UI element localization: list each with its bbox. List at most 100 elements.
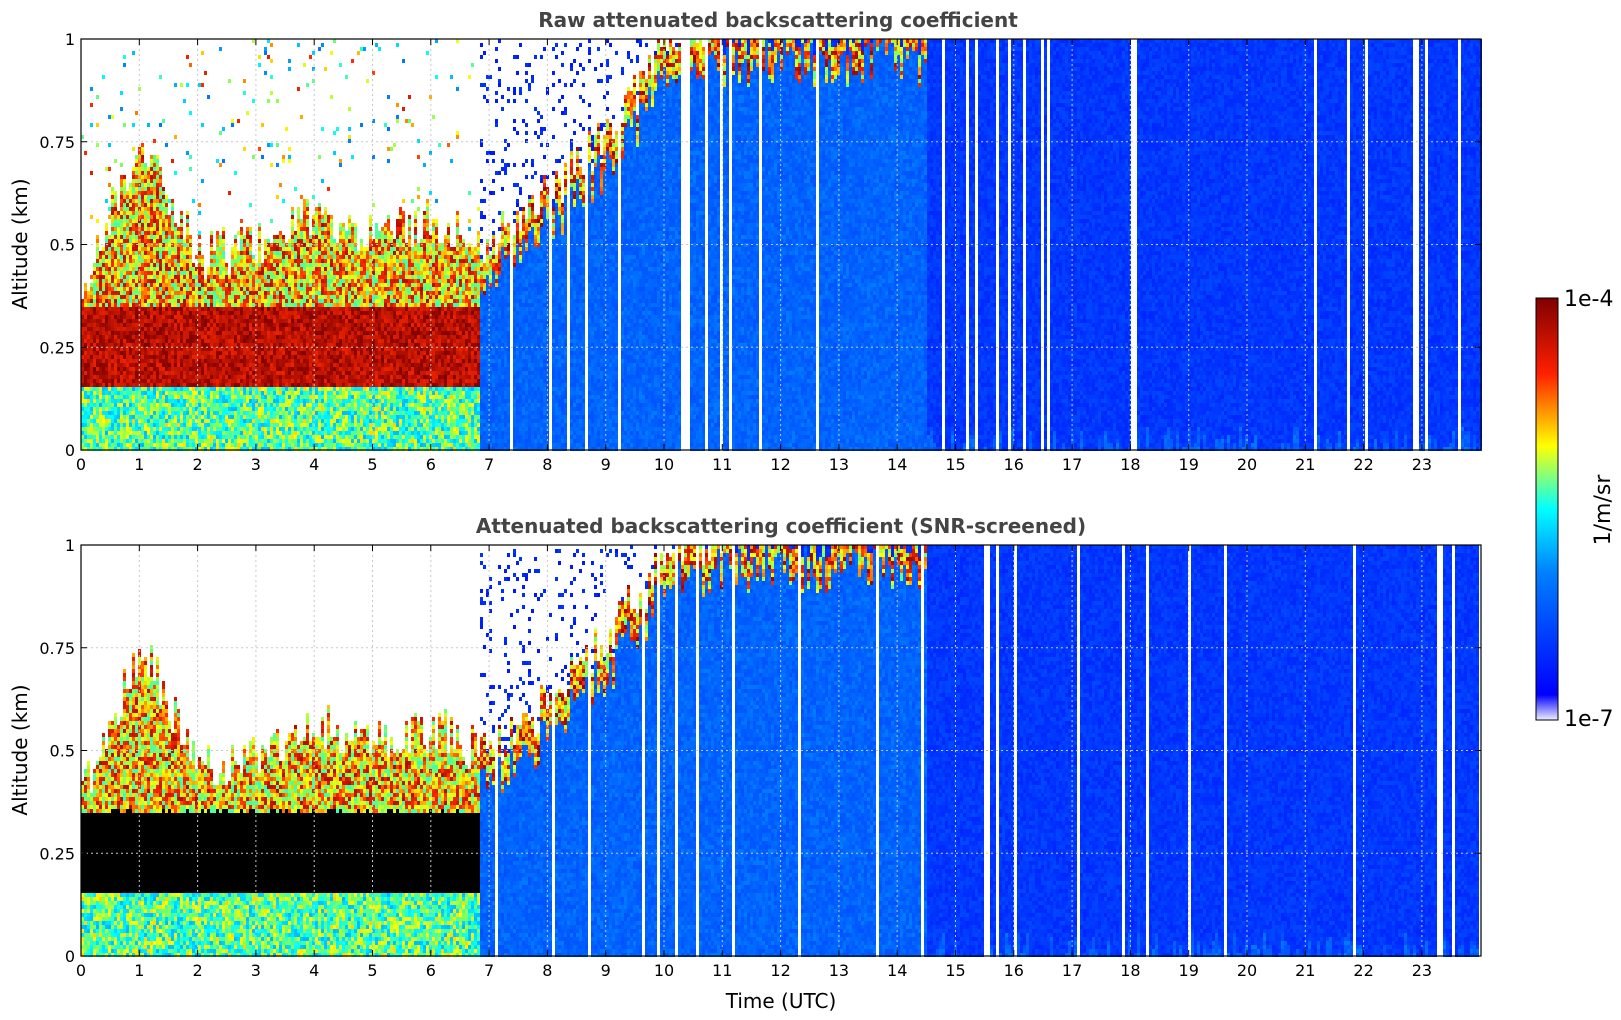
heatmap-column (183, 745, 186, 957)
heatmap-column (288, 733, 291, 957)
heatmap-column (1143, 39, 1146, 451)
heatmap-column (192, 741, 195, 957)
heatmap-column (993, 545, 996, 957)
x-tick-label: 4 (309, 455, 319, 474)
heatmap-column (1278, 39, 1281, 451)
heatmap-column (129, 183, 132, 451)
x-tick-label: 16 (1004, 961, 1024, 980)
heatmap-column (234, 761, 237, 957)
heatmap-column (621, 553, 624, 957)
heatmap-column (723, 545, 726, 957)
heatmap-column (624, 553, 627, 957)
heatmap-column (693, 545, 696, 957)
colorbar-gradient (1536, 298, 1558, 720)
heatmap-column (300, 741, 303, 957)
heatmap-column (117, 211, 120, 451)
heatmap-column (342, 753, 345, 957)
x-tick-label: 14 (887, 961, 907, 980)
heatmap-column (414, 713, 417, 957)
heatmap-column (468, 769, 471, 957)
heatmap-column (1308, 39, 1311, 451)
heatmap-column (450, 717, 453, 957)
heatmap-column (354, 721, 357, 957)
heatmap-column (357, 737, 360, 957)
heatmap-column (474, 733, 477, 957)
y-tick-label: 0.5 (50, 236, 75, 255)
figure: Raw attenuated backscattering coefficien… (0, 0, 1621, 1020)
heatmap-column (1338, 545, 1341, 957)
heatmap-column (648, 573, 651, 957)
heatmap-column (561, 51, 564, 451)
heatmap-column (783, 39, 786, 451)
heatmap-column (282, 155, 285, 451)
heatmap-column (612, 115, 615, 451)
heatmap-column (1383, 39, 1386, 451)
heatmap-column (171, 733, 174, 957)
heatmap-column (276, 729, 279, 957)
heatmap-column (978, 39, 981, 451)
heatmap-column (1173, 545, 1176, 957)
heatmap-column (99, 757, 102, 957)
heatmap-column (948, 545, 951, 957)
heatmap-column (399, 207, 402, 451)
x-tick-label: 15 (945, 961, 965, 980)
heatmap-column (147, 677, 150, 957)
y-tick-label: 0.75 (39, 133, 75, 152)
heatmap-column (669, 557, 672, 957)
y-tick-label: 0.5 (50, 742, 75, 761)
heatmap-column (1158, 545, 1161, 957)
heatmap-column (768, 545, 771, 957)
heatmap-column (225, 263, 228, 451)
x-tick-label: 1 (134, 961, 144, 980)
heatmap-column (1443, 39, 1446, 451)
heatmap-column (219, 773, 222, 957)
heatmap-column (459, 745, 462, 957)
x-tick-label: 12 (770, 961, 790, 980)
heatmap-column (417, 721, 420, 957)
heatmap-column (96, 761, 99, 957)
heatmap-column (186, 729, 189, 957)
y-tick-label: 1 (65, 536, 75, 555)
x-tick-label: 16 (1004, 455, 1024, 474)
x-tick-label: 23 (1412, 455, 1432, 474)
heatmap-column (645, 43, 648, 451)
x-tick-label: 19 (1179, 961, 1199, 980)
heatmap-column (87, 291, 90, 451)
heatmap-column (1218, 545, 1221, 957)
x-tick-label: 12 (770, 455, 790, 474)
x-tick-label: 14 (887, 455, 907, 474)
x-tick-label: 15 (945, 455, 965, 474)
heatmap-column (135, 677, 138, 957)
heatmap-column (1278, 545, 1281, 957)
heatmap-column (963, 545, 966, 957)
heatmap-column (306, 713, 309, 957)
heatmap-column (873, 545, 876, 957)
heatmap-column (1398, 39, 1401, 451)
heatmap-column (396, 43, 399, 451)
panel-title-screened: Attenuated backscattering coefficient (S… (476, 514, 1086, 538)
heatmap-column (159, 705, 162, 957)
heatmap-column (204, 765, 207, 957)
heatmap-column (888, 39, 891, 451)
heatmap-column (1353, 39, 1356, 451)
heatmap-column (222, 761, 225, 957)
heatmap-column (390, 737, 393, 957)
heatmap-column (399, 753, 402, 957)
heatmap-column (567, 673, 570, 957)
heatmap-column (387, 95, 390, 451)
heatmap-column (354, 223, 357, 451)
heatmap-column (1203, 39, 1206, 451)
heatmap-column (225, 785, 228, 957)
heatmap-column (237, 765, 240, 957)
heatmap-column (462, 239, 465, 451)
heatmap-column (360, 729, 363, 957)
heatmap-column (330, 737, 333, 957)
heatmap-column (384, 725, 387, 957)
heatmap-column (660, 47, 663, 451)
heatmap-column (672, 47, 675, 451)
heatmap-column (126, 191, 129, 451)
heatmap-column (1443, 545, 1446, 957)
heatmap-column (93, 263, 96, 451)
heatmap-column (393, 753, 396, 957)
heatmap-column (1263, 545, 1266, 957)
